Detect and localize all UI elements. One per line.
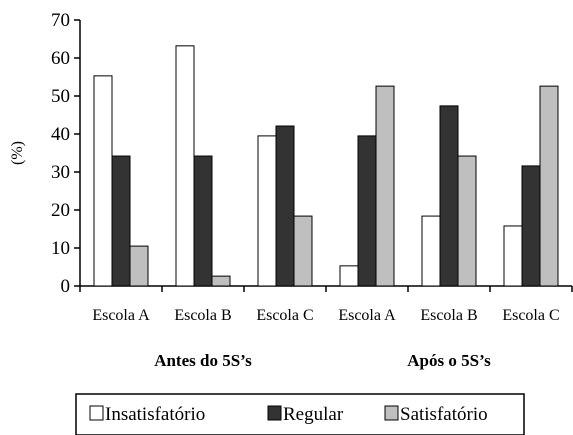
x-category-label: Escola B <box>174 307 231 324</box>
y-tick-label: 0 <box>61 276 71 297</box>
legend-swatch <box>89 405 104 421</box>
y-tick-label: 50 <box>51 86 70 107</box>
bar-regular-4 <box>439 105 459 287</box>
y-tick-label: 40 <box>51 124 70 145</box>
bar-insatisfat-rio-4 <box>421 215 441 287</box>
bar-regular-1 <box>193 155 213 287</box>
bar-satisfat-rio-3 <box>375 85 395 287</box>
bar-regular-2 <box>275 125 295 287</box>
y-tick-label: 60 <box>51 48 70 69</box>
legend-swatch <box>384 405 399 421</box>
x-category-label: Escola C <box>256 307 313 324</box>
legend-label: Regular <box>283 404 344 425</box>
y-tick-label: 70 <box>51 10 70 31</box>
bar-regular-0 <box>111 155 131 287</box>
bar-satisfat-rio-2 <box>293 215 313 287</box>
y-axis-label: (%) <box>9 141 26 165</box>
bar-insatisfat-rio-3 <box>339 265 359 287</box>
bar-regular-3 <box>357 135 377 287</box>
group-label: Após o 5S’s <box>407 351 491 370</box>
group-label: Antes do 5S’s <box>154 351 252 370</box>
bar-satisfat-rio-0 <box>129 245 149 287</box>
bar-insatisfat-rio-1 <box>175 45 195 287</box>
legend-label: Insatisfatório <box>105 404 205 425</box>
bars <box>93 45 559 287</box>
bar-satisfat-rio-1 <box>211 275 231 287</box>
legend-label: Satisfatório <box>400 404 488 425</box>
bar-insatisfat-rio-2 <box>257 135 277 287</box>
x-category-label: Escola C <box>502 307 559 324</box>
y-tick-label: 20 <box>51 200 70 221</box>
legend: Insatisfatório Regular Satisfatório <box>75 393 525 435</box>
axes: 0 10 20 30 40 50 60 70 <box>51 10 573 297</box>
y-tick-label: 10 <box>51 238 70 259</box>
bar-satisfat-rio-5 <box>539 85 559 287</box>
bar-insatisfat-rio-0 <box>93 75 113 287</box>
bar-insatisfat-rio-5 <box>503 225 523 287</box>
x-category-label: Escola A <box>92 307 150 324</box>
x-category-label: Escola A <box>338 307 396 324</box>
x-category-label: Escola B <box>420 307 477 324</box>
legend-swatch <box>267 405 282 421</box>
legend-box <box>75 393 525 435</box>
y-tick-label: 30 <box>51 162 70 183</box>
bar-regular-5 <box>521 165 541 287</box>
bar-satisfat-rio-4 <box>457 155 477 287</box>
labels: (%) Escola A Escola B Escola C Escola A Escol… <box>9 141 560 370</box>
